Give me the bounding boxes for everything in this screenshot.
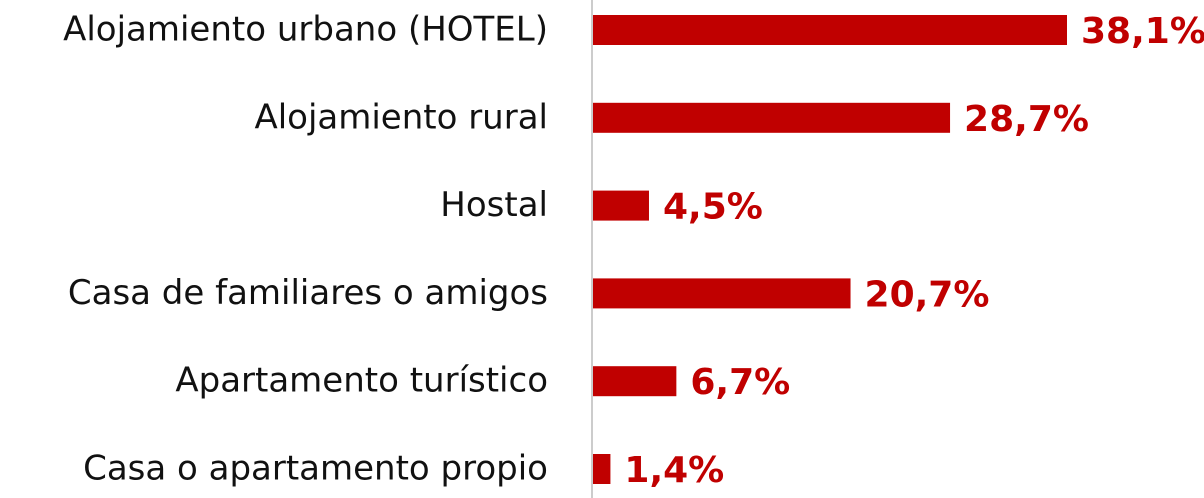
value-label: 6,7% <box>690 362 790 403</box>
bar <box>593 102 951 133</box>
value-label: 20,7% <box>865 274 990 315</box>
category-label: Alojamiento rural <box>254 97 548 137</box>
bar <box>593 190 649 221</box>
category-label: Casa de familiares o amigos <box>68 273 548 313</box>
bar <box>593 278 851 309</box>
bar <box>593 15 1067 45</box>
bar <box>593 366 677 397</box>
category-label: Casa o apartamento propio <box>83 449 548 489</box>
value-label: 4,5% <box>663 187 763 228</box>
value-label: 1,4% <box>624 450 724 491</box>
category-label: Hostal <box>440 185 548 225</box>
value-label: 28,7% <box>964 99 1089 140</box>
bar <box>593 454 611 484</box>
category-label: Apartamento turístico <box>175 361 548 401</box>
value-label: 38,1% <box>1081 11 1204 52</box>
category-label: Alojamiento urbano (HOTEL) <box>63 10 548 50</box>
